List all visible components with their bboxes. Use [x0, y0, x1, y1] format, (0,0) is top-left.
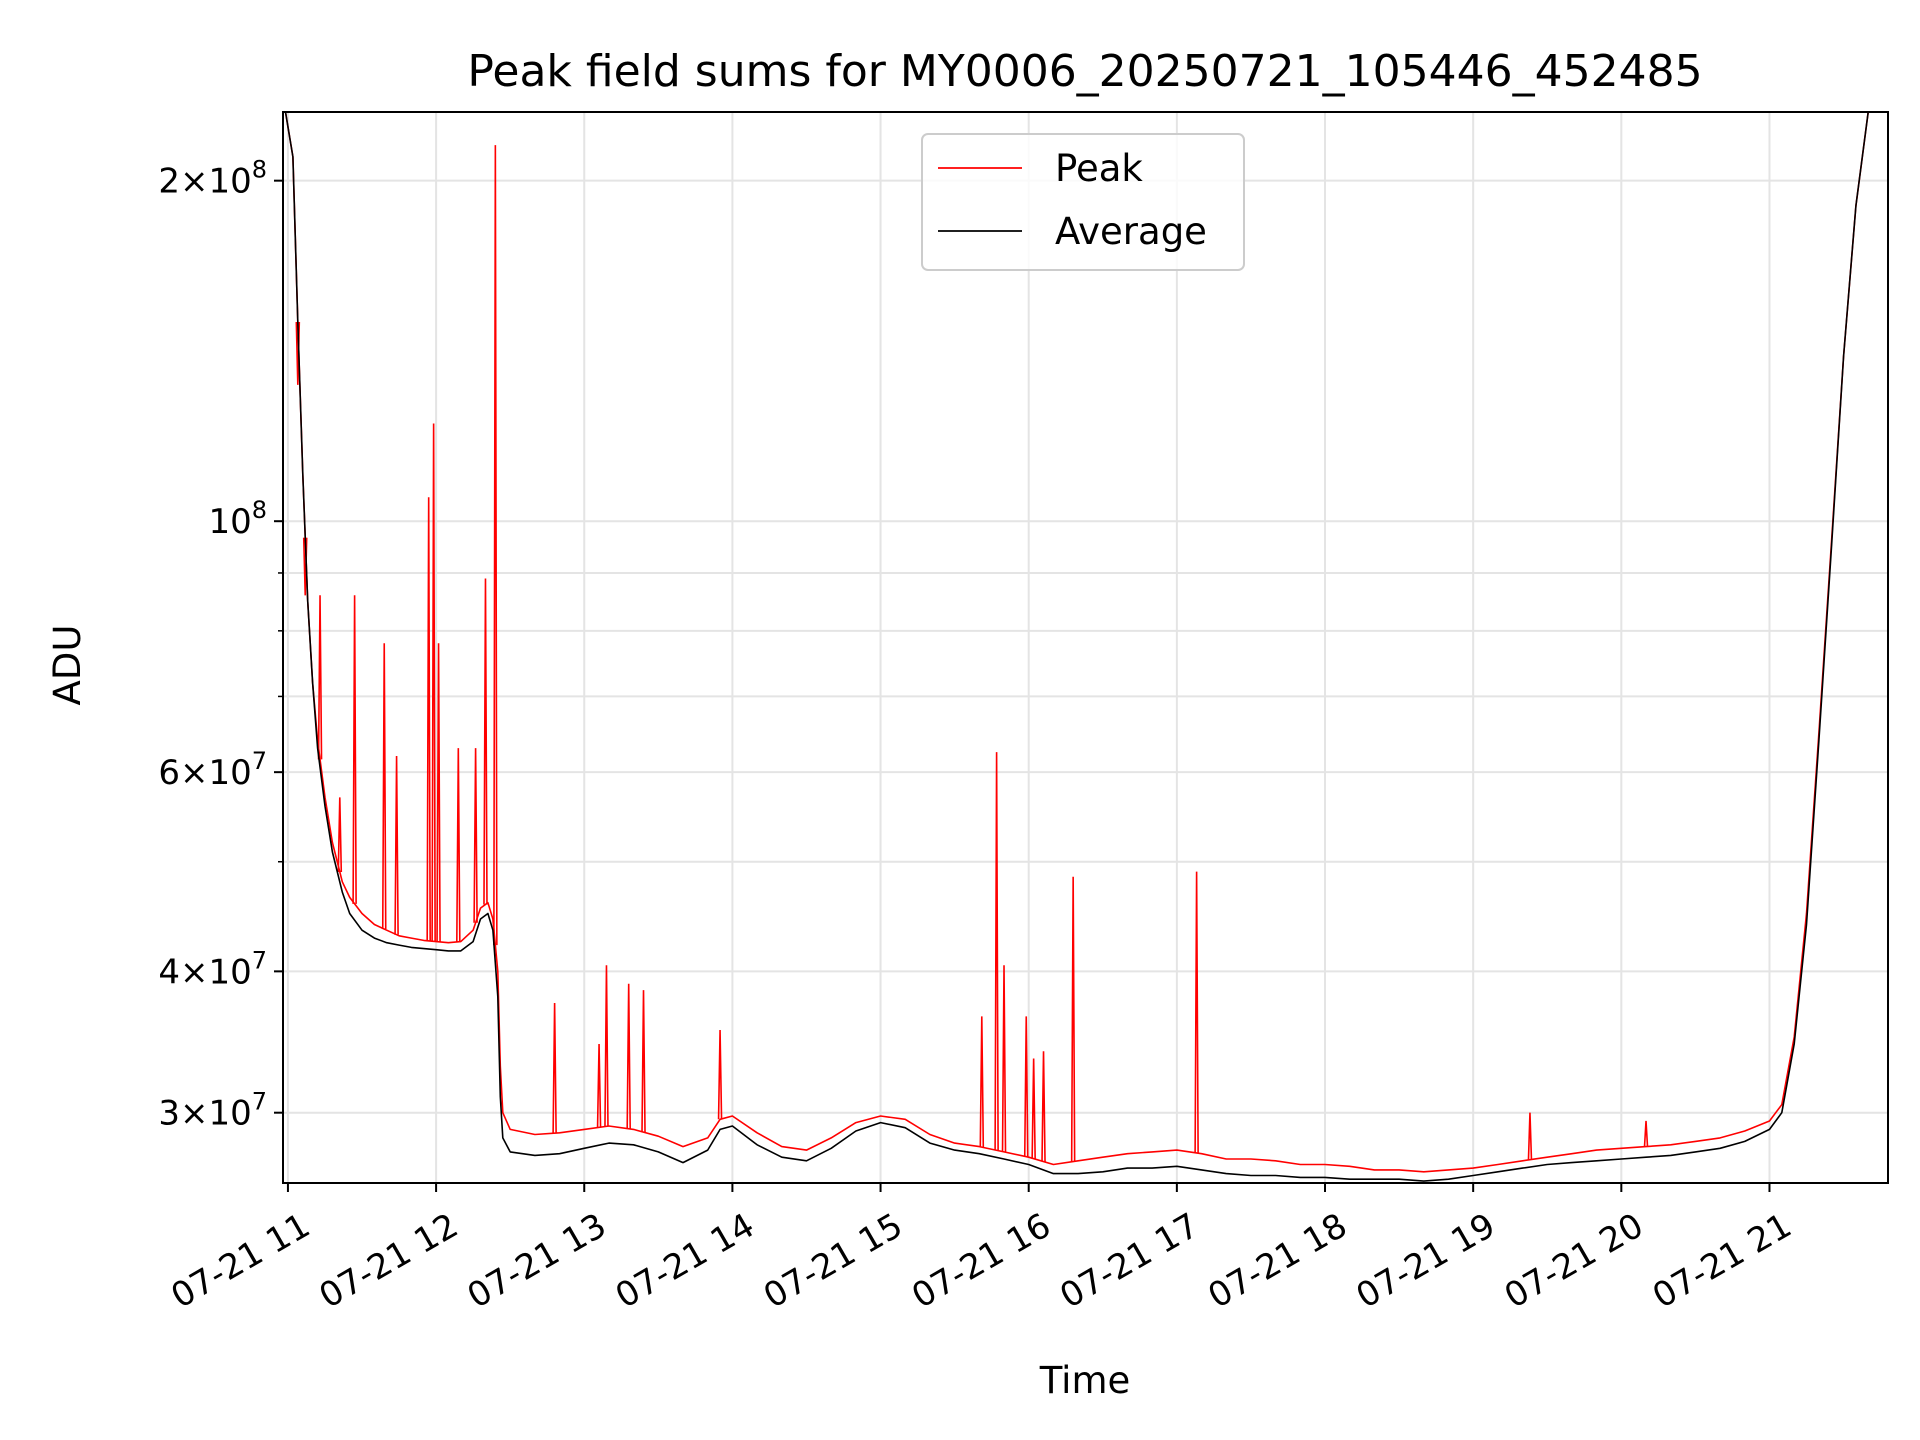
plot-frame — [282, 111, 1889, 1184]
series-line-peak — [284, 111, 1874, 1173]
peak-spike — [483, 578, 488, 905]
peak-spike — [473, 748, 478, 923]
peak-spike — [604, 965, 609, 1127]
peak-spike — [979, 1016, 985, 1148]
peak-spike — [626, 983, 631, 1129]
y-tick-label: 108 — [208, 496, 267, 542]
peak-spike — [436, 643, 441, 942]
y-tick-label: 2×108 — [158, 156, 267, 202]
y-tick-label: 6×107 — [158, 747, 267, 793]
peak-spike — [317, 595, 323, 760]
peak-spike — [641, 990, 646, 1133]
peak-spike — [1041, 1051, 1046, 1162]
x-axis-label: Time — [1039, 1359, 1131, 1402]
legend-label-average: Average — [1055, 210, 1207, 253]
grid-lines — [283, 112, 1888, 1183]
peak-spike — [717, 1029, 723, 1120]
peak-spike — [1023, 1016, 1029, 1157]
legend-label-peak: Peak — [1055, 147, 1143, 190]
peak-spike — [381, 643, 387, 930]
peak-spike — [394, 756, 399, 935]
y-tick-label: 4×107 — [158, 946, 267, 992]
peak-spike — [337, 797, 343, 872]
peak-spike — [1194, 871, 1199, 1153]
peak-spike — [552, 1003, 557, 1134]
peak-spike — [596, 1044, 602, 1128]
peak-spike — [426, 497, 431, 941]
peak-spike — [431, 423, 436, 942]
y-tick-label: 3×107 — [158, 1088, 267, 1134]
peak-spike — [1001, 965, 1007, 1152]
peak-spike — [1031, 1058, 1036, 1159]
peak-spike — [493, 145, 498, 946]
series-group — [284, 111, 1874, 1182]
chart-title: Peak field sums for MY0006_20250721_1054… — [467, 46, 1702, 97]
series-line-average — [284, 111, 1874, 1182]
peak-spike — [352, 595, 357, 904]
legend: Peak Average — [921, 133, 1245, 271]
peak-spike — [1527, 1112, 1533, 1160]
peak-spike — [994, 752, 999, 1151]
y-axis-label: ADU — [46, 625, 89, 706]
peak-spike — [456, 748, 461, 942]
peak-spike — [1643, 1120, 1649, 1147]
peak-spike — [1070, 876, 1076, 1162]
